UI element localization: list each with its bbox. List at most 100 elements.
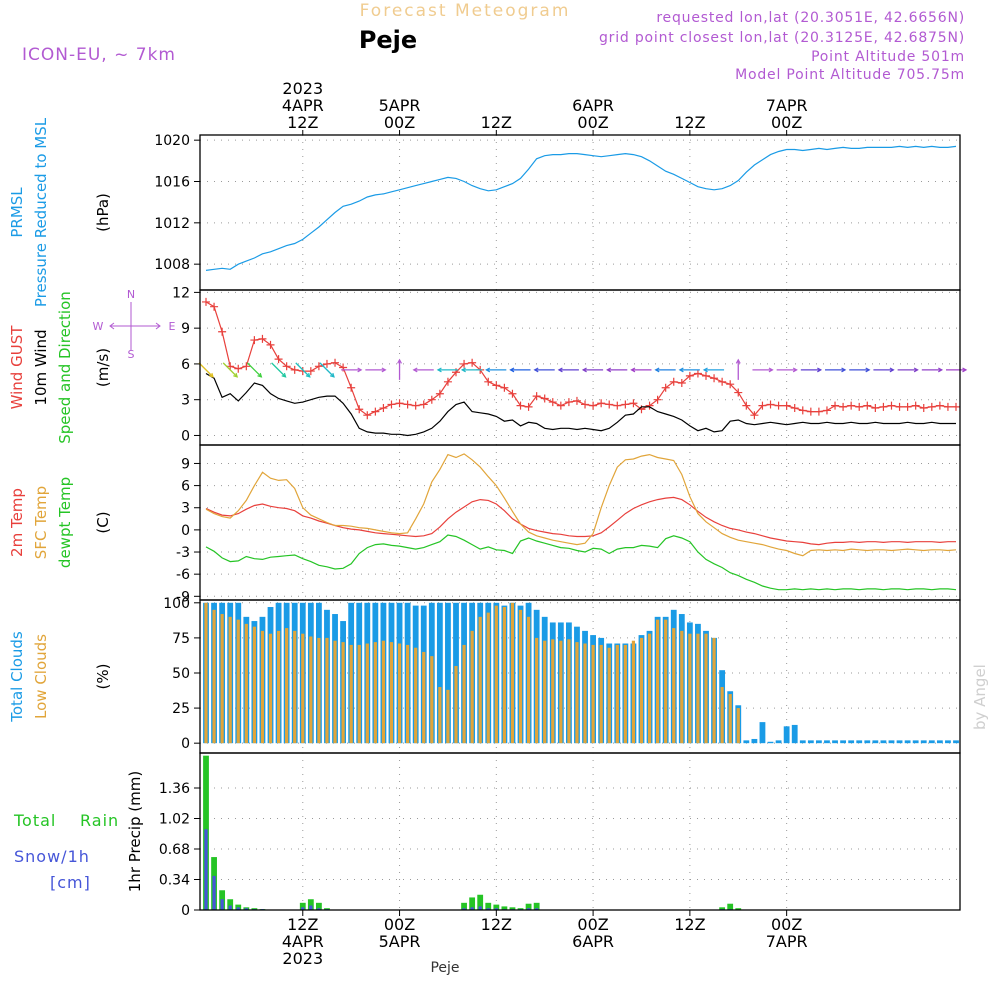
legend-2m-temp: 2m Temp (8, 488, 26, 557)
bottom-time-label: 00Z (771, 915, 802, 934)
data-point (322, 359, 331, 368)
bottom-time-label: 5APR (379, 932, 421, 951)
data-point (855, 402, 864, 411)
wind-arrow-head (865, 367, 871, 373)
data-point (210, 302, 219, 311)
bar (486, 908, 490, 910)
wind-arrow (271, 362, 287, 378)
bottom-time-label: 6APR (572, 932, 614, 951)
data-point (629, 399, 638, 408)
bar (307, 899, 314, 910)
bar (373, 642, 377, 744)
bar (365, 643, 369, 744)
bar (832, 740, 838, 744)
bar (783, 726, 790, 744)
bottom-time-label: 00Z (577, 915, 608, 934)
series-wind-gust (202, 297, 960, 420)
data-point (411, 401, 420, 410)
data-point (298, 367, 307, 376)
panel-temperature: -9 -6 -3 0 3 6 9 2m Temp SFC Temp dewpt Temp (C) (8, 444, 961, 605)
panel-labels: Total Rain Snow/1h [cm] 1hr Precip (mm) (13, 771, 144, 892)
bar (236, 907, 240, 910)
wind-arrow-head (460, 367, 466, 373)
bar (212, 875, 216, 910)
wind-arrow-head (305, 372, 311, 378)
series-total-rain (203, 755, 742, 910)
wind-arrow-head (412, 367, 418, 373)
bar (510, 602, 515, 744)
wind-arrow-head (397, 358, 402, 364)
bar (896, 740, 903, 744)
wind-arrow-head (509, 367, 515, 373)
compass-cross (109, 302, 161, 350)
series-line (205, 372, 956, 437)
data-point (822, 406, 831, 415)
data-point (363, 411, 372, 420)
wind-arrow-head (630, 367, 636, 373)
bar (317, 908, 321, 910)
top-time-label: 4APR (282, 96, 324, 115)
panel-clouds: 0 25 50 75 100 Total Clouds Low Clouds (%) (8, 596, 961, 754)
wind-arrow (702, 367, 725, 373)
bottom-time-label: 4APR (282, 932, 324, 951)
bar (791, 724, 798, 744)
bar (535, 908, 539, 910)
bar (212, 609, 216, 744)
compass-e: E (169, 320, 176, 333)
data-point (669, 377, 678, 386)
data-point (613, 401, 622, 410)
bar (599, 644, 603, 744)
bar (301, 907, 305, 910)
data-point (653, 395, 662, 404)
wind-arrow-head (702, 367, 708, 373)
panel-labels: PRMSL Pressure Reduced to MSL (hPa) (8, 117, 112, 307)
bar (227, 899, 234, 910)
top-time-label: 6APR (572, 96, 614, 115)
wind-arrow-head (533, 367, 539, 373)
wind-arrow-head (841, 367, 847, 373)
data-point (879, 402, 888, 411)
wind-arrow (509, 367, 531, 373)
data-point (250, 336, 259, 345)
panel-precip: 0 0.34 0.68 1.02 1.36 Total Rain Snow/1h [cm] 1hr… (13, 752, 961, 919)
panel-labels: Wind GUST 10m Wind Speed and Direction (m/s… (8, 291, 112, 444)
data-point (347, 383, 356, 392)
ylabel: (hPa) (94, 193, 112, 232)
wind-arrow (198, 362, 214, 378)
wind-arrow (735, 358, 741, 380)
bar (751, 738, 758, 744)
wind-arrow-head (557, 367, 563, 373)
ylabel: (m/s) (94, 348, 112, 387)
data-point (548, 398, 557, 407)
bar (888, 740, 895, 744)
ytick-label: 25 (172, 701, 190, 717)
bar (953, 740, 959, 744)
data-point (274, 355, 283, 364)
data-point (403, 400, 412, 409)
panels: 1008 1012 1016 1020 PRMSL Pressure Reduced to… (8, 117, 968, 919)
ytick-label: 0.34 (159, 872, 190, 888)
data-point (774, 401, 783, 410)
bar (664, 619, 668, 744)
top-time-label: 12Z (481, 113, 512, 132)
data-point (790, 404, 799, 413)
bar (469, 897, 476, 910)
wind-arrow (776, 367, 798, 373)
bottom-time-label: 7APR (766, 932, 808, 951)
ytick-label: 1008 (154, 257, 190, 273)
wind-arrow (246, 362, 263, 378)
wind-arrow (460, 367, 483, 373)
wind-arrow-head (654, 367, 660, 373)
model-altitude: Model Point Altitude 705.75m (735, 67, 965, 83)
bar (228, 905, 232, 910)
bar (414, 647, 418, 744)
ytick-label: 3 (181, 501, 190, 517)
bar (445, 602, 451, 744)
bar (631, 640, 636, 744)
legend-total: Total (13, 811, 56, 830)
bar (462, 908, 466, 910)
panel-labels: Total Clouds Low Clouds (%) (8, 631, 112, 723)
bar (824, 740, 830, 744)
ytick-label: 1020 (154, 133, 190, 149)
